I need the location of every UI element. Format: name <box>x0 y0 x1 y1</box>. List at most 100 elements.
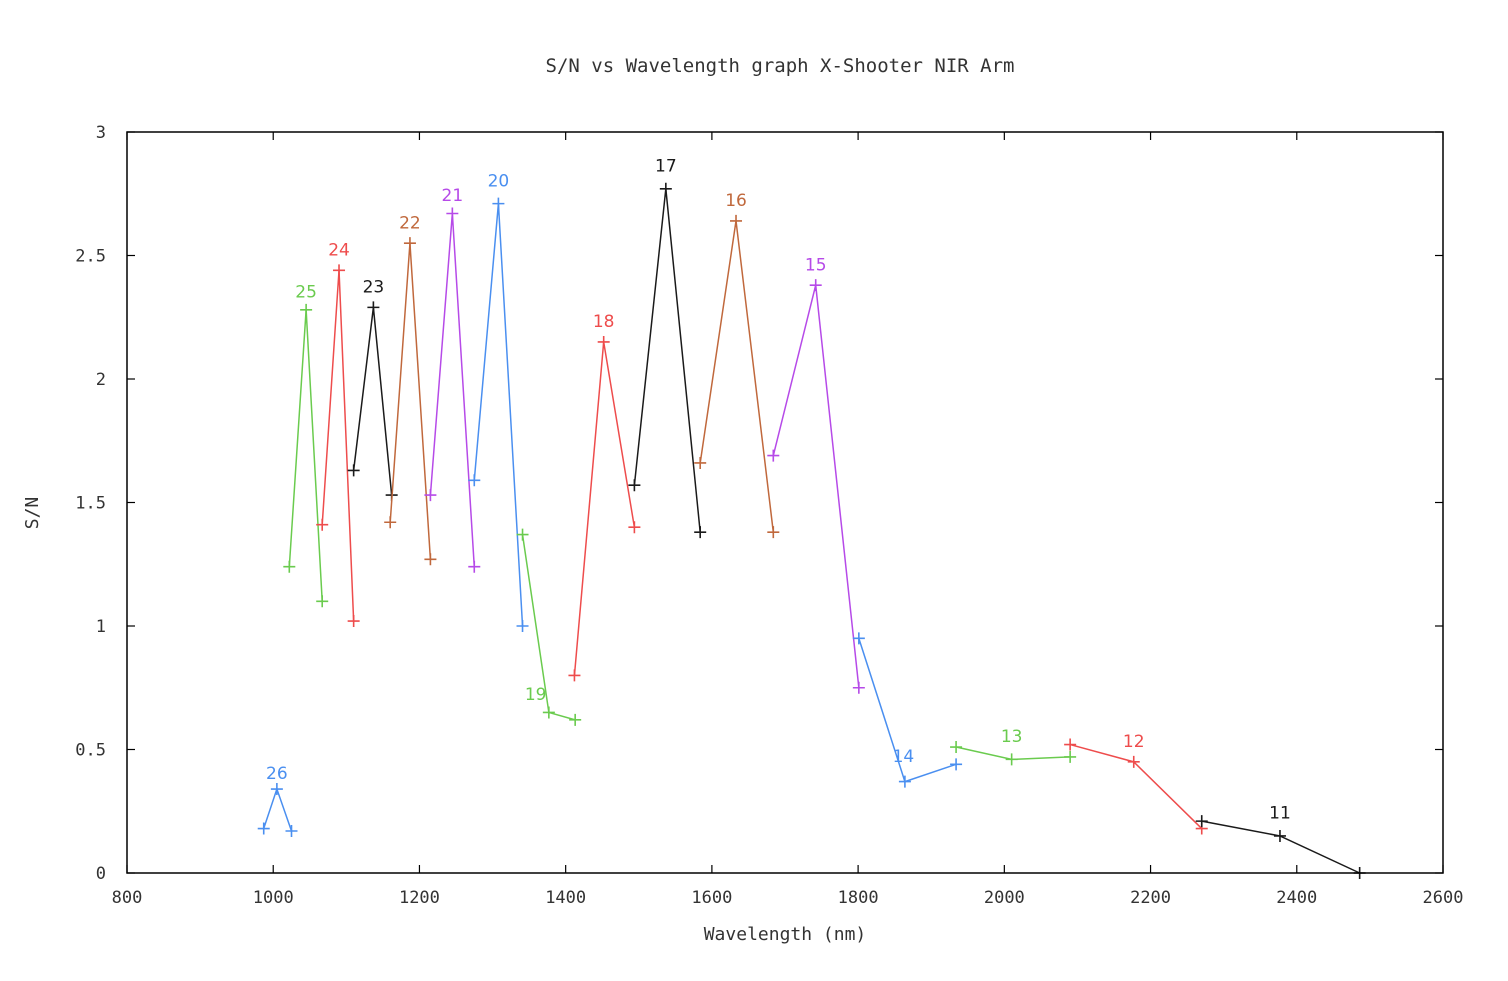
x-tick-label: 2200 <box>1130 888 1171 908</box>
data-point-marker <box>516 620 529 632</box>
data-point-marker <box>852 632 865 645</box>
order-label: 18 <box>593 312 615 332</box>
order-label: 22 <box>399 213 421 233</box>
tick-marks <box>126 131 1444 874</box>
series-line <box>955 746 1071 761</box>
x-tick-label: 1400 <box>545 888 586 908</box>
data-point-marker <box>1273 829 1286 842</box>
series-order-13 <box>950 741 1077 766</box>
series-order-18 <box>568 335 641 682</box>
data-point-marker <box>767 526 780 539</box>
data-point-marker <box>852 681 865 694</box>
series-order-12 <box>1064 738 1208 835</box>
order-label: 20 <box>488 171 510 191</box>
series-line <box>473 203 524 627</box>
data-point-marker <box>569 713 582 726</box>
order-label: 25 <box>295 282 317 302</box>
y-tick-label: 0.5 <box>75 741 106 761</box>
order-label: 21 <box>442 186 464 206</box>
x-tick-label: 1200 <box>399 888 440 908</box>
series-order-22 <box>384 237 437 566</box>
data-point-marker <box>283 560 296 573</box>
series-order-17 <box>628 182 707 539</box>
data-point-marker <box>316 518 329 531</box>
series-order-24 <box>316 264 360 628</box>
data-point-marker <box>347 464 360 477</box>
order-label: 19 <box>525 685 547 705</box>
series-line <box>699 220 775 533</box>
series-line <box>321 270 355 622</box>
data-point-marker <box>767 449 780 462</box>
data-point-marker <box>446 207 459 220</box>
order-label: 17 <box>655 157 677 177</box>
data-point-marker <box>516 528 529 541</box>
x-tick-label: 2000 <box>984 888 1025 908</box>
data-point-marker <box>694 456 707 469</box>
data-point-marker <box>694 526 707 539</box>
series-line <box>1069 743 1203 830</box>
series-order-15 <box>767 279 865 694</box>
order-label: 13 <box>1001 727 1023 747</box>
order-label: 12 <box>1123 732 1145 752</box>
data-point-marker <box>950 741 963 754</box>
series-line <box>288 309 323 602</box>
series-order-14 <box>852 632 963 788</box>
data-point-marker <box>468 474 481 487</box>
order-label: 26 <box>266 764 288 784</box>
series-order-11 <box>1195 815 1366 879</box>
y-tick-label: 1 <box>96 617 106 637</box>
data-point-marker <box>367 301 380 314</box>
series-layer <box>257 182 1366 879</box>
order-label: 15 <box>805 255 827 275</box>
data-point-marker <box>492 197 505 210</box>
series-line <box>352 307 393 496</box>
data-point-marker <box>1064 738 1077 751</box>
data-point-marker <box>424 489 437 502</box>
data-point-marker <box>568 669 581 682</box>
series-line <box>263 786 293 832</box>
order-label: 24 <box>328 241 350 261</box>
x-tick-label: 1000 <box>253 888 294 908</box>
data-point-marker <box>1195 815 1208 828</box>
data-point-marker <box>1005 753 1018 766</box>
data-point-marker <box>542 706 555 719</box>
series-line <box>772 284 860 688</box>
data-point-marker <box>270 783 283 796</box>
data-point-marker <box>898 775 911 788</box>
series-order-25 <box>283 303 329 608</box>
x-tick-label: 800 <box>112 888 143 908</box>
x-tick-labels: 800 1000 1200 1400 1600 1800 2000 2200 2400 2600 <box>112 888 1464 908</box>
x-tick-label: 2400 <box>1276 888 1317 908</box>
y-tick-label: 2 <box>96 370 106 390</box>
data-point-marker <box>1127 755 1140 768</box>
series-order-23 <box>347 301 398 502</box>
data-point-marker <box>257 822 270 835</box>
y-tick-label: 1.5 <box>75 494 106 514</box>
data-point-marker <box>1064 750 1077 763</box>
order-label: 14 <box>893 747 915 767</box>
series-line <box>389 243 432 560</box>
data-point-marker <box>809 279 822 292</box>
data-point-marker <box>628 521 641 534</box>
plot-frame <box>126 131 1444 874</box>
series-order-19 <box>516 528 582 726</box>
y-tick-labels: 0 0.5 1 1.5 2 2.5 3 <box>75 123 106 884</box>
data-point-marker <box>468 560 481 573</box>
y-tick-label: 0 <box>96 864 106 884</box>
order-label: 23 <box>363 278 385 298</box>
data-point-marker <box>316 595 329 608</box>
data-point-marker <box>384 516 397 529</box>
series-order-20 <box>468 197 529 632</box>
data-point-marker <box>424 553 437 566</box>
series-line <box>1201 820 1360 874</box>
data-point-marker <box>628 479 641 492</box>
data-point-marker <box>597 335 610 348</box>
x-tick-label: 2600 <box>1423 888 1464 908</box>
series-order-16 <box>694 214 780 539</box>
data-point-marker <box>403 237 416 250</box>
data-point-marker <box>300 303 313 316</box>
x-tick-label: 1600 <box>691 888 732 908</box>
order-labels: 26 25 24 23 22 21 20 19 18 17 16 15 14 13 12 11 <box>266 157 1291 824</box>
